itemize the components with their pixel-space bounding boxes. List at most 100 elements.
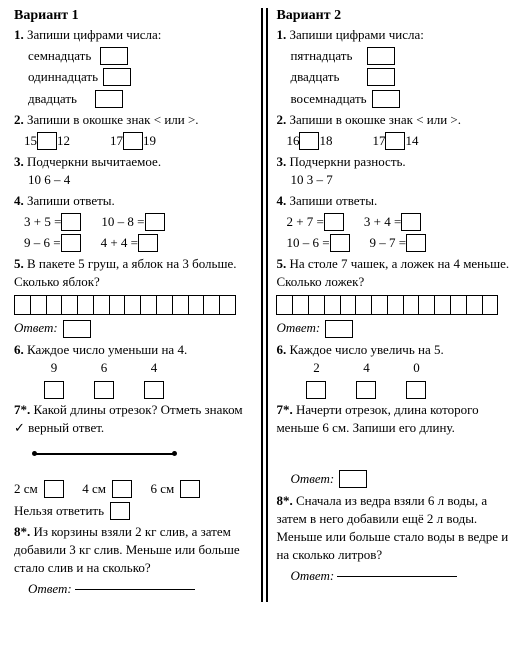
answer-line[interactable]	[337, 576, 457, 577]
answer-box[interactable]	[339, 470, 367, 488]
answer-line[interactable]	[75, 589, 195, 590]
answer-box[interactable]	[61, 234, 81, 252]
variant-2: Вариант 2 1. Запиши цифрами числа: пятна…	[270, 8, 521, 602]
ruler-grid	[14, 295, 236, 315]
task-6: 6. Каждое число увеличь на 5. 2 4 0	[276, 341, 515, 399]
check-box[interactable]	[112, 480, 132, 498]
column-divider	[261, 8, 269, 602]
word-1: семнадцать	[28, 47, 91, 65]
answer-label: Ответ:	[290, 567, 334, 585]
answer-box[interactable]	[138, 234, 158, 252]
check-box[interactable]	[44, 480, 64, 498]
answer-box[interactable]	[63, 320, 91, 338]
expr: 3 + 4 =	[364, 213, 401, 231]
sign-box[interactable]	[37, 132, 57, 150]
sign-box[interactable]	[123, 132, 143, 150]
task-5: 5. На столе 7 чашек, а ложек на 4 меньше…	[276, 255, 515, 338]
answer-label: Ответ:	[28, 580, 72, 598]
answer-label: Ответ:	[14, 319, 58, 337]
task-3: 3. Подчеркни разность. 10 3 – 7	[276, 153, 515, 189]
task-3-prompt: Подчеркни разность.	[289, 154, 405, 169]
num: 18	[319, 132, 332, 150]
answer-box[interactable]	[61, 213, 81, 231]
answer-label: Ответ:	[290, 470, 334, 488]
task-3-prompt: Подчеркни вычитаемое.	[27, 154, 161, 169]
answer-box[interactable]	[356, 381, 376, 399]
task-8: 8*. Из корзины взяли 2 кг слив, а затем …	[14, 523, 253, 599]
answer-box[interactable]	[406, 381, 426, 399]
task-1-prompt: Запиши цифрами числа:	[27, 27, 161, 42]
num: 0	[413, 359, 420, 377]
expr: 9 – 7 =	[370, 234, 407, 252]
answer-box[interactable]	[406, 234, 426, 252]
input-box[interactable]	[95, 90, 123, 108]
expr: 3 + 5 =	[24, 213, 61, 231]
answer-box[interactable]	[44, 381, 64, 399]
num: 9	[51, 359, 58, 377]
task-7: 7*. Какой длины отрезок? Отметь знаком ✓…	[14, 401, 253, 520]
num: 4	[151, 359, 158, 377]
task-4-prompt: Запиши ответы.	[289, 193, 377, 208]
expr: 2 + 7 =	[286, 213, 323, 231]
task-5-prompt: В пакете 5 груш, а яблок на 3 больше. Ск…	[14, 256, 237, 289]
task-6-prompt: Каждое число уменьши на 4.	[27, 342, 187, 357]
answer-box[interactable]	[325, 320, 353, 338]
word-1: пятнадцать	[290, 47, 352, 65]
task-4: 4. Запиши ответы. 3 + 5 = 10 – 8 = 9 – 6…	[14, 192, 253, 253]
input-box[interactable]	[367, 47, 395, 65]
check-box[interactable]	[180, 480, 200, 498]
sign-box[interactable]	[299, 132, 319, 150]
sign-box[interactable]	[385, 132, 405, 150]
expr: 10 – 8 =	[101, 213, 144, 231]
answer-box[interactable]	[330, 234, 350, 252]
option-label: 2 см	[14, 480, 38, 498]
answer-label: Ответ:	[276, 319, 320, 337]
task-1: 1. Запиши цифрами числа: семнадцать один…	[14, 26, 253, 108]
num: 19	[143, 132, 156, 150]
answer-box[interactable]	[306, 381, 326, 399]
task-8-prompt: Из корзины взяли 2 кг слив, а затем доба…	[14, 524, 240, 575]
draw-area[interactable]	[276, 437, 515, 467]
variant-1: Вариант 1 1. Запиши цифрами числа: семна…	[8, 8, 259, 602]
answer-box[interactable]	[401, 213, 421, 231]
input-box[interactable]	[372, 90, 400, 108]
answer-box[interactable]	[324, 213, 344, 231]
answer-box[interactable]	[94, 381, 114, 399]
input-box[interactable]	[367, 68, 395, 86]
task-8: 8*. Сначала из ведра взяли 6 л воды, а з…	[276, 492, 515, 586]
num: 16	[286, 132, 299, 150]
task-5-prompt: На столе 7 чашек, а ложек на 4 меньше. С…	[276, 256, 509, 289]
task-5: 5. В пакете 5 груш, а яблок на 3 больше.…	[14, 255, 253, 338]
word-3: двадцать	[28, 90, 77, 108]
num: 14	[405, 132, 418, 150]
ruler-grid	[276, 295, 498, 315]
task-2: 2. Запиши в окошке знак < или >. 1512 17…	[14, 111, 253, 150]
word-3: восемнадцать	[290, 90, 366, 108]
task-4: 4. Запиши ответы. 2 + 7 = 3 + 4 = 10 – 6…	[276, 192, 515, 253]
check-box[interactable]	[110, 502, 130, 520]
task-7-prompt: Начерти отрезок, длина которого меньше 6…	[276, 402, 478, 435]
num: 2	[313, 359, 320, 377]
num: 17	[372, 132, 385, 150]
num: 6	[101, 359, 108, 377]
task-2: 2. Запиши в окошке знак < или >. 1618 17…	[276, 111, 515, 150]
option-label: Нельзя ответить	[14, 502, 104, 520]
variant-title: Вариант 2	[276, 8, 515, 24]
variant-title: Вариант 1	[14, 8, 253, 24]
task-3-expr: 10 6 – 4	[28, 171, 253, 189]
num: 12	[57, 132, 70, 150]
expr: 4 + 4 =	[101, 234, 138, 252]
expr: 10 – 6 =	[286, 234, 329, 252]
answer-box[interactable]	[145, 213, 165, 231]
input-box[interactable]	[100, 47, 128, 65]
task-6-prompt: Каждое число увеличь на 5.	[289, 342, 443, 357]
task-6: 6. Каждое число уменьши на 4. 9 6 4	[14, 341, 253, 399]
input-box[interactable]	[103, 68, 131, 86]
task-8-prompt: Сначала из ведра взяли 6 л воды, а затем…	[276, 493, 508, 563]
task-1-prompt: Запиши цифрами числа:	[289, 27, 423, 42]
num: 15	[24, 132, 37, 150]
answer-box[interactable]	[144, 381, 164, 399]
word-2: двадцать	[290, 68, 339, 86]
task-2-prompt: Запиши в окошке знак < или >.	[27, 112, 199, 127]
task-7-prompt: Какой длины отрезок? Отметь знаком ✓ вер…	[14, 402, 243, 435]
